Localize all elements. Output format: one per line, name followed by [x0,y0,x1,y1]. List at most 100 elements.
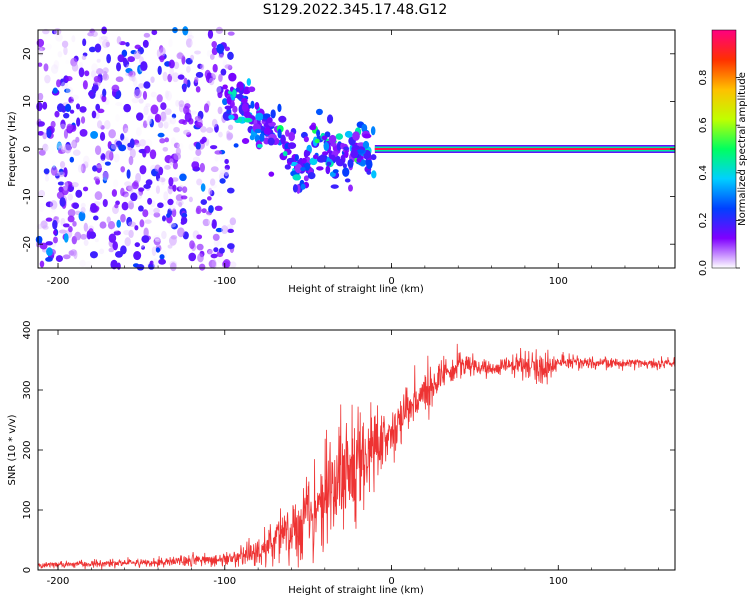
spectrogram-cell [65,59,70,65]
spectrogram-cell [65,86,74,95]
spectrogram-cell [348,184,353,192]
spectrogram-cell [35,235,43,244]
spectrogram-cell [237,116,243,123]
spectrogram-cell [316,166,324,171]
spectrogram-cell [164,137,170,143]
spectrogram-cell [343,146,350,151]
spectrogram-cell [138,98,144,104]
spectrogram-cell [145,103,151,108]
spectrogram-cell [111,227,119,232]
spectrogram-cell [72,202,80,209]
spectrogram-cell [182,26,189,36]
spectrogram-cell [91,63,98,73]
spectrogram-cell [38,189,46,198]
spectrogram-cell [200,199,208,205]
spectrogram-cell [120,213,126,223]
spectrogram-cell [65,76,73,82]
spectrogram-cell [215,240,223,247]
spectrogram-cell [37,131,44,136]
spectrogram-cell [154,113,162,123]
spectrogram-cell [227,243,235,250]
spectrogram-cell [138,83,145,89]
spectrogram-cell [200,183,206,192]
spectrogram-cell [316,129,321,137]
y-tick-label: 400 [22,320,33,339]
spectrogram-cell [164,90,170,99]
spectrogram-cell [50,120,56,128]
spectrogram-cell [335,158,345,167]
spectrogram-cell [249,134,255,141]
spectrogram-cell [55,33,63,42]
spectrogram-cell [36,101,43,112]
spectrogram-cell [123,193,132,202]
spectrogram-cell [222,259,231,268]
snr-x-ticks: -200 -100 0 100 [47,330,659,587]
spectrogram-cell [111,189,118,197]
spectrogram-cell [147,197,153,205]
spectrogram-cell [185,38,193,48]
spectrogram-cell [79,259,86,267]
spectrogram-cell [84,70,90,77]
spectrogram-cell [304,162,310,171]
spectrogram-cell [350,149,359,159]
snr-y-ticks: 0 100 200 300 400 [22,320,675,573]
spectrogram-cell [171,113,177,119]
spectrogram-cell [127,200,135,210]
spectrogram-cell [184,112,192,123]
spectrogram-cell [214,155,219,162]
spectrogram-cell [183,129,191,135]
spectrogram-cell [199,162,205,173]
spectrogram-cell [128,71,133,76]
spectrogram-cell [208,205,214,213]
spectrogram-cell [206,50,211,57]
spectrogram-cell [125,41,130,47]
spectrogram-cell [155,247,161,253]
spectrogram-cell [90,70,97,78]
spectrogram-cell [167,244,173,249]
spectrogram-cell [335,133,343,140]
spectrogram-cell [177,227,185,238]
spectrogram-cell [93,176,100,182]
spectrogram-cell [91,110,97,119]
spectrogram-cell [211,118,218,128]
spectrogram-cell [330,184,339,189]
spectrogram-cell [45,257,53,262]
spectrogram-cell [262,113,271,119]
spectrogram-cell [54,110,60,118]
spectrogram-cell [199,263,206,271]
spectrogram-cell [53,236,58,244]
spectrogram-cell [326,161,332,166]
spectrogram-cell [94,145,102,156]
spectrogram-cell [219,178,226,184]
spectrogram-cell [133,77,138,88]
x-tick-label: -200 [47,276,70,287]
spectrogram-cell [199,138,205,145]
spectrogram-cell [57,51,63,58]
spectrogram-cell [169,86,176,96]
spectrogram-cell [208,77,215,86]
spectrogram-x-axis-label: Height of straight line (km) [288,284,424,295]
spectrogram-cell [69,101,76,108]
spectrogram-cell [130,192,138,202]
spectrogram-cell [321,135,328,141]
spectrogram-cell [67,209,76,217]
colorbar-tick-label: 0.6 [698,117,709,133]
spectrogram-cell [53,28,62,36]
spectrogram-cell [96,164,104,169]
spectrogram-cell [278,115,287,123]
spectrogram-cell [336,142,342,151]
spectrogram-cell [166,213,171,218]
spectrogram-cell [118,209,124,215]
spectrogram-cell [192,156,201,163]
spectrogram-cell [316,155,326,163]
spectrogram-cell [70,249,77,257]
spectrogram-cell [217,90,223,99]
snr-series-line [38,343,675,570]
spectrogram-cell [301,157,307,164]
spectrogram-cell [113,230,121,236]
x-tick-label: 100 [549,276,568,287]
spectrogram-cell [74,231,82,241]
spectrogram-cell [90,130,99,139]
spectrogram-cell [128,221,136,227]
spectrogram-cell [162,146,169,152]
